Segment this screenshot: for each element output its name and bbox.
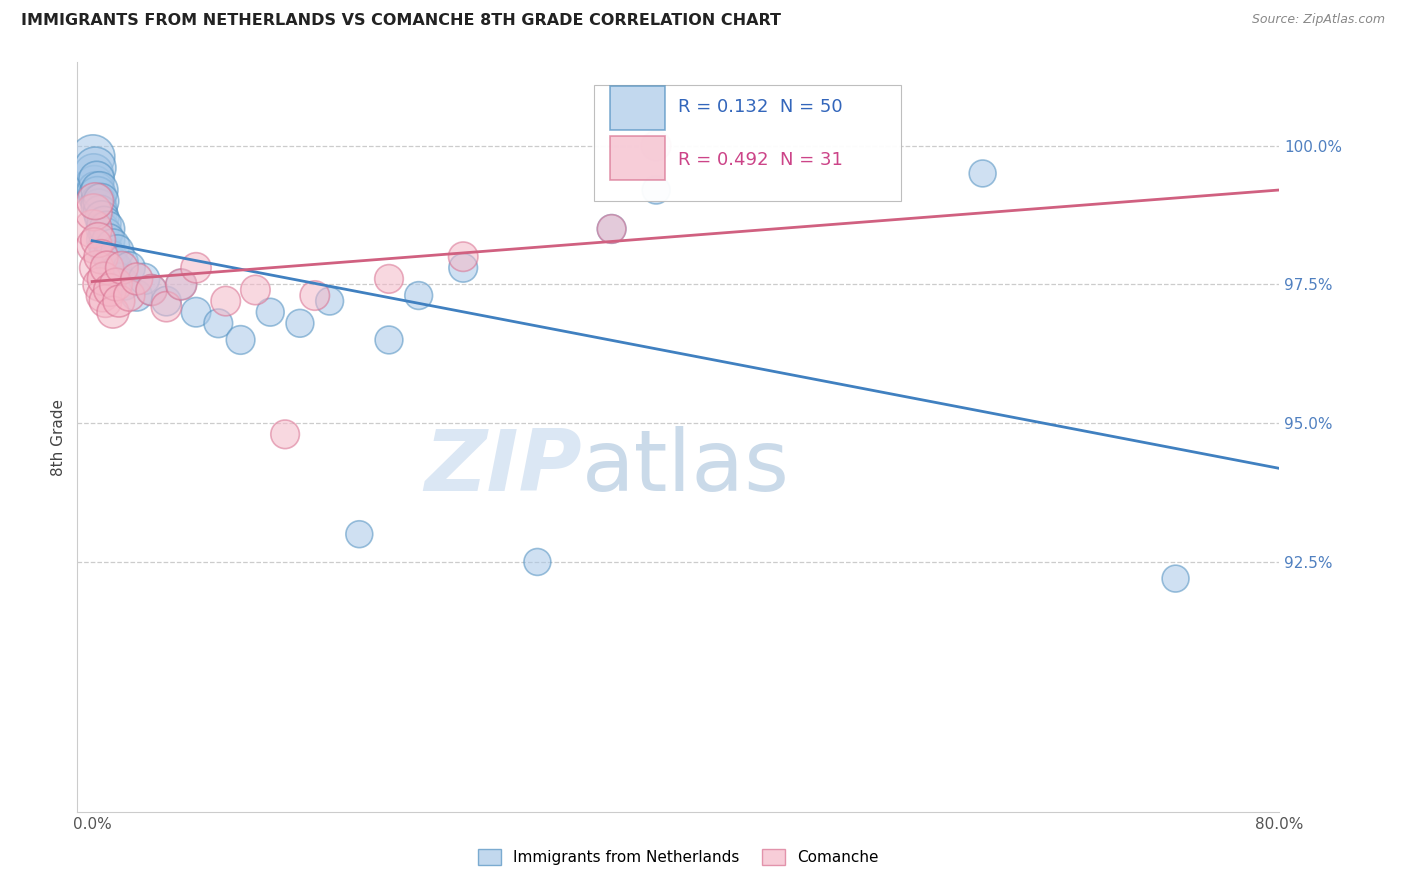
Point — [125, 288, 148, 302]
Legend: Immigrants from Netherlands, Comanche: Immigrants from Netherlands, Comanche — [472, 843, 884, 871]
Point — [645, 138, 668, 153]
Point — [87, 200, 110, 214]
Point — [83, 238, 105, 252]
Point — [170, 277, 193, 292]
Text: R = 0.132  N = 50: R = 0.132 N = 50 — [679, 98, 844, 116]
Point — [111, 260, 134, 275]
Point — [600, 222, 623, 236]
Point — [378, 333, 401, 347]
Point — [82, 222, 104, 236]
Point — [318, 294, 340, 309]
Point — [274, 427, 297, 442]
Point — [94, 227, 117, 242]
Point — [451, 250, 474, 264]
Point — [84, 183, 107, 197]
Point — [526, 555, 548, 569]
Point — [259, 305, 281, 319]
Point — [118, 260, 141, 275]
Point — [87, 194, 110, 209]
Point — [94, 294, 117, 309]
Point — [132, 272, 156, 286]
Point — [84, 161, 107, 175]
Point — [90, 194, 112, 209]
Point — [89, 183, 111, 197]
Point — [93, 216, 115, 230]
Point — [288, 316, 311, 330]
Point — [90, 250, 112, 264]
Point — [86, 188, 108, 202]
Point — [83, 205, 105, 219]
Point — [82, 150, 104, 164]
Point — [408, 288, 430, 302]
Point — [141, 283, 163, 297]
Point — [91, 288, 114, 302]
Point — [451, 260, 474, 275]
FancyBboxPatch shape — [610, 136, 665, 180]
Point — [972, 166, 994, 180]
Point — [87, 233, 110, 247]
Point — [86, 172, 108, 186]
Point — [96, 222, 118, 236]
FancyBboxPatch shape — [595, 85, 901, 201]
Text: atlas: atlas — [582, 425, 790, 508]
Text: ZIP: ZIP — [425, 425, 582, 508]
Point — [170, 277, 193, 292]
Point — [104, 260, 127, 275]
Point — [93, 272, 115, 286]
Point — [349, 527, 371, 541]
Point — [108, 272, 131, 286]
Point — [207, 316, 229, 330]
Point — [108, 294, 131, 309]
Point — [378, 272, 401, 286]
Point — [90, 211, 112, 225]
Point — [111, 255, 134, 269]
Point — [96, 260, 118, 275]
Point — [89, 277, 111, 292]
Point — [600, 222, 623, 236]
Point — [645, 183, 668, 197]
Point — [101, 305, 124, 319]
Point — [184, 305, 207, 319]
Y-axis label: 8th Grade: 8th Grade — [51, 399, 66, 475]
Point — [141, 283, 163, 297]
Text: Source: ZipAtlas.com: Source: ZipAtlas.com — [1251, 13, 1385, 27]
Point — [104, 277, 127, 292]
Point — [86, 260, 108, 275]
Point — [304, 288, 326, 302]
Point — [245, 283, 267, 297]
Point — [83, 166, 105, 180]
Point — [155, 294, 177, 309]
Text: R = 0.492  N = 31: R = 0.492 N = 31 — [679, 151, 844, 169]
Point — [155, 300, 177, 314]
Point — [98, 250, 121, 264]
Point — [97, 233, 120, 247]
Point — [114, 277, 136, 292]
Point — [91, 233, 114, 247]
Point — [101, 238, 124, 252]
Point — [229, 333, 252, 347]
Point — [125, 272, 148, 286]
Point — [215, 294, 238, 309]
Point — [94, 238, 117, 252]
Point — [118, 288, 141, 302]
Point — [100, 255, 122, 269]
Text: IMMIGRANTS FROM NETHERLANDS VS COMANCHE 8TH GRADE CORRELATION CHART: IMMIGRANTS FROM NETHERLANDS VS COMANCHE … — [21, 13, 782, 29]
Point — [1164, 572, 1187, 586]
Point — [98, 283, 121, 297]
Point — [96, 244, 118, 259]
Point — [184, 260, 207, 275]
FancyBboxPatch shape — [610, 86, 665, 130]
Point — [89, 205, 111, 219]
Point — [107, 244, 129, 259]
Point — [83, 178, 105, 192]
Point — [84, 194, 107, 209]
Point — [91, 222, 114, 236]
